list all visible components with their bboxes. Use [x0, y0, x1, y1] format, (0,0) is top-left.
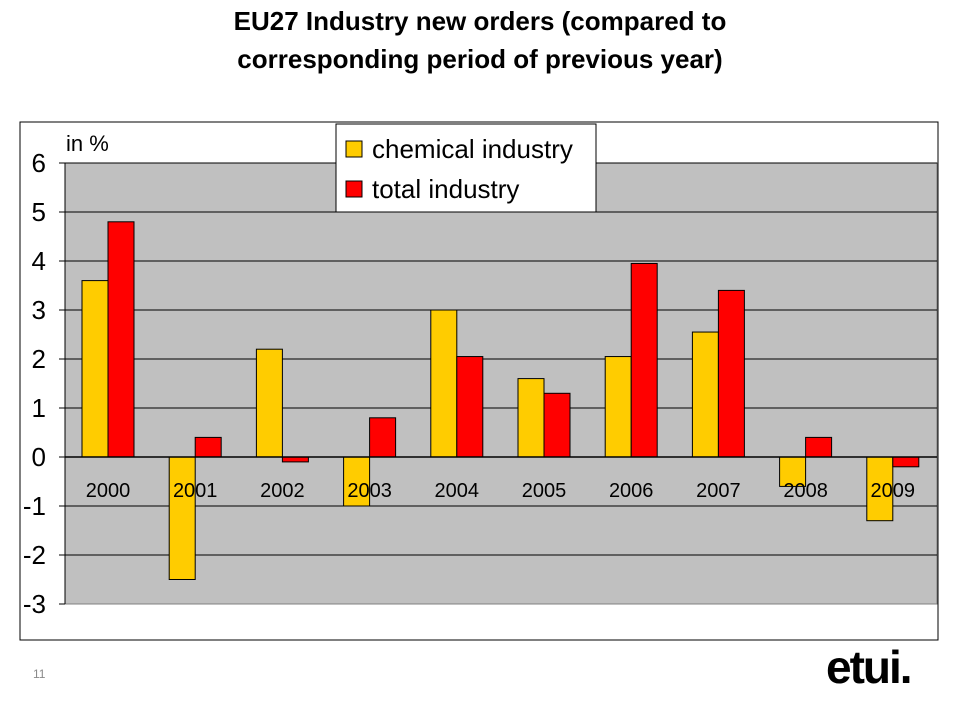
y-tick-label: -2 [23, 540, 46, 570]
x-tick-label: 2005 [522, 480, 567, 502]
legend-label-total: total industry [372, 174, 519, 204]
x-tick-label: 2008 [783, 480, 828, 502]
y-axis-label: in % [66, 131, 109, 156]
bar-chemical-2001 [168, 456, 196, 580]
x-tick-label: 2003 [347, 480, 392, 502]
bar-total-2009 [892, 456, 920, 468]
x-tick-label: 2004 [435, 480, 480, 502]
chart-title-line-1: EU27 Industry new orders (compared to [233, 6, 727, 36]
x-tick-label: 2001 [173, 480, 218, 502]
legend [335, 123, 597, 213]
bar-total-2006 [630, 262, 658, 458]
bar-chemical-2007 [691, 331, 719, 458]
x-tick-label: 2006 [609, 480, 654, 502]
y-tick-label: 0 [32, 442, 46, 472]
x-tick-label: 2000 [86, 480, 131, 502]
x-tick-label: 2007 [696, 480, 741, 502]
legend-swatch-total [345, 180, 363, 198]
chart-title-line-2: corresponding period of previous year) [237, 44, 723, 74]
bar-total-2001 [194, 436, 222, 458]
bar-total-2000 [107, 221, 135, 458]
page-number: 11 [33, 667, 46, 681]
bar-chemical-2006 [604, 356, 632, 458]
y-tick-label: -3 [23, 589, 46, 619]
y-tick-label: 1 [32, 393, 46, 423]
bar-chemical-2008 [779, 456, 807, 487]
y-tick-label: 5 [32, 197, 46, 227]
y-tick-label: 3 [32, 295, 46, 325]
y-tick-label: 2 [32, 344, 46, 374]
bar-total-2005 [543, 392, 571, 458]
etui-logo: etui. [826, 641, 913, 693]
y-tick-label: 4 [32, 246, 46, 276]
bar-total-2004 [456, 356, 484, 458]
x-tick-label: 2002 [260, 480, 305, 502]
bar-total-2003 [369, 417, 397, 458]
bar-chemical-2009 [866, 456, 894, 522]
legend-label-chemical: chemical industry [372, 134, 573, 164]
bar-chemical-2002 [255, 348, 283, 458]
bar-total-2007 [717, 289, 745, 458]
bar-chemical-2005 [517, 378, 545, 458]
bar-total-2008 [805, 436, 833, 458]
y-tick-label: 6 [32, 148, 46, 178]
bar-chemical-2000 [81, 280, 109, 458]
plot-area [64, 162, 938, 605]
chart-title: EU27 Industry new orders (compared to co… [60, 2, 900, 78]
bar-chemical-2004 [430, 309, 458, 458]
legend-swatch-chemical [345, 140, 363, 158]
x-tick-label: 2009 [871, 480, 916, 502]
bar-chemical-2003 [343, 456, 371, 507]
y-tick-label: -1 [23, 491, 46, 521]
